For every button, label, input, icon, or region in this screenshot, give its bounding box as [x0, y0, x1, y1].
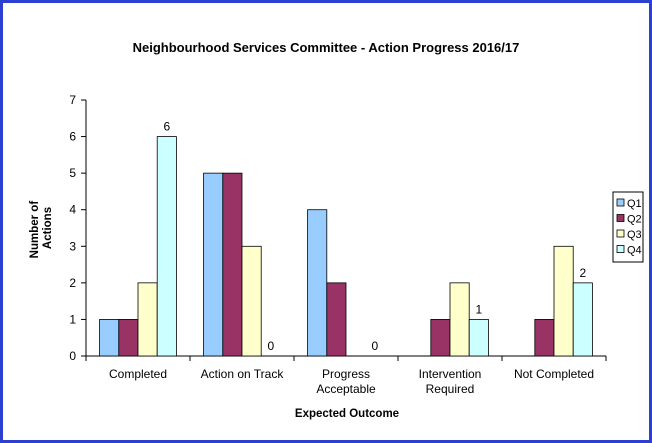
y-tick-label: 1: [69, 312, 76, 326]
y-axis-title-line: Number of: [29, 201, 41, 259]
x-tick-label-line: Intervention: [419, 367, 482, 381]
y-tick-label: 6: [69, 130, 76, 144]
bar-q1: [307, 209, 328, 357]
bar-q2: [534, 319, 555, 357]
x-tick-label-line: Not Completed: [514, 367, 594, 381]
y-tick-label: 3: [69, 239, 76, 253]
x-axis-title: Expected Outcome: [295, 408, 399, 420]
x-tick-label-line: Required: [426, 382, 475, 396]
data-label: 1: [475, 302, 482, 316]
bar-q2: [222, 172, 243, 357]
data-label: 2: [579, 266, 586, 280]
data-label: 0: [371, 339, 378, 353]
bar-q2: [430, 319, 451, 357]
bar-q2: [118, 319, 139, 357]
data-label: 6: [163, 120, 170, 134]
legend-label: Q3: [627, 229, 642, 241]
bar-q3: [241, 245, 262, 357]
legend-label: Q1: [627, 198, 642, 210]
x-tick-label-line: Acceptable: [316, 382, 376, 396]
x-tick-label: Intervention Required: [419, 367, 482, 396]
x-tick-label-line: Progress: [322, 367, 370, 381]
x-tick-label: Not Completed: [514, 367, 594, 381]
legend-label: Q4: [627, 245, 642, 257]
bar-q2: [326, 282, 347, 357]
bar-q4: [572, 282, 593, 357]
bar-q4: [468, 319, 489, 357]
legend-swatch: [616, 214, 625, 222]
x-tick-label: Action on Track: [201, 367, 285, 381]
bar-q1: [203, 172, 224, 357]
legend-label: Q2: [627, 214, 642, 226]
data-label: 0: [267, 339, 274, 353]
y-tick-label: 7: [69, 93, 76, 107]
bar-q3: [553, 245, 574, 357]
bar-q3: [137, 282, 158, 357]
legend-swatch: [616, 198, 625, 207]
legend-swatch: [616, 229, 625, 238]
y-axis-title-line: Actions: [42, 207, 54, 249]
y-tick-label: 0: [69, 349, 76, 363]
x-tick-label-line: Action on Track: [201, 367, 285, 381]
y-tick-label: 5: [69, 166, 76, 180]
bar-q4: [156, 136, 177, 357]
x-tick-label-line: Completed: [109, 367, 167, 381]
y-tick-label: 2: [69, 276, 76, 290]
x-tick-label: Completed: [109, 367, 167, 381]
legend: Q1 Q2 Q3 Q4: [612, 191, 644, 263]
bar-q1: [99, 319, 120, 357]
y-tick-label: 4: [69, 203, 76, 217]
x-tick-label: Progress Acceptable: [316, 367, 376, 396]
chart-title: Neighbourhood Services Committee - Actio…: [133, 40, 520, 55]
bar-q3: [449, 282, 470, 357]
y-axis-title: Number of Actions: [29, 198, 54, 259]
legend-swatch: [616, 245, 625, 253]
